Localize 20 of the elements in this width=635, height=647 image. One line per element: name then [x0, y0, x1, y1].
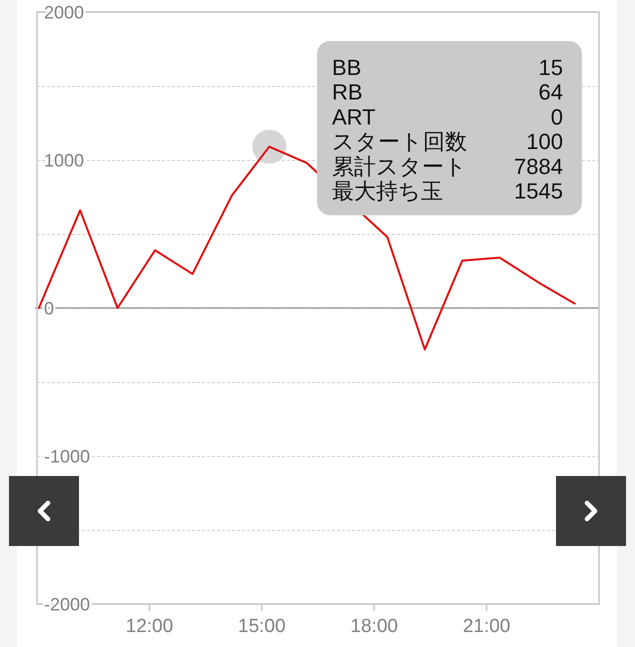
annotation: 64	[538, 80, 563, 105]
annotation: BB	[332, 55, 362, 80]
annotation: 7884	[514, 154, 563, 179]
x-tick-label: 21:00	[462, 616, 510, 637]
y-tick-label: 2000	[44, 2, 84, 22]
annotation: 累計スタート	[332, 154, 467, 179]
y-tick-label: 1000	[44, 150, 84, 170]
x-tick-label: 18:00	[350, 616, 398, 637]
annotation: 1545	[514, 178, 563, 204]
annotation: 最大持ち玉	[332, 178, 443, 204]
annotation: 0	[550, 104, 563, 130]
annotation: RB	[332, 80, 363, 105]
annotation: スタート回数	[332, 129, 467, 154]
y-tick-label: -1000	[44, 446, 90, 466]
y-tick-label: -2000	[44, 594, 90, 614]
x-tick-label: 15:00	[238, 616, 286, 637]
annotation: ART	[332, 104, 376, 130]
annotation: 100	[526, 129, 563, 154]
x-tick-label: 12:00	[126, 616, 174, 637]
annotation: 15	[538, 55, 563, 80]
